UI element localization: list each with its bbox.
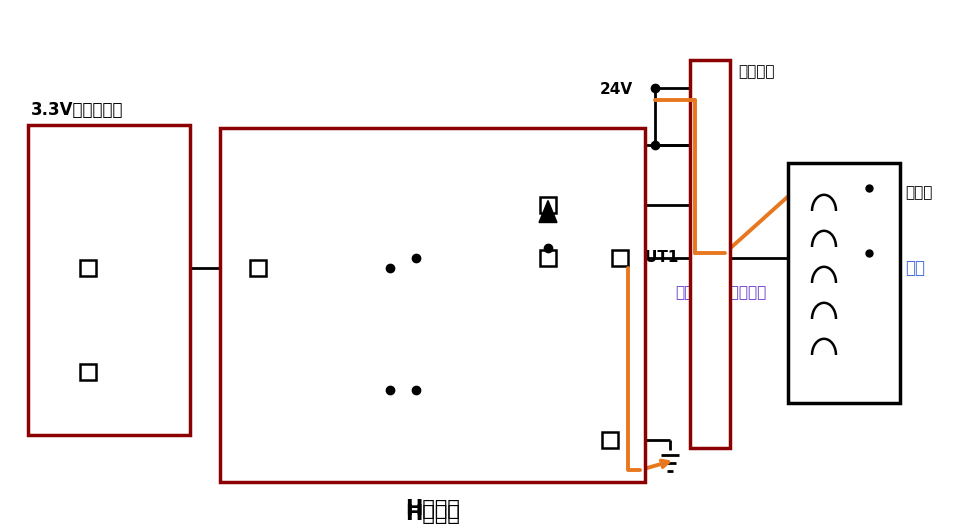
Text: GND: GND	[596, 419, 625, 433]
Text: リレー: リレー	[905, 186, 932, 200]
Text: GND: GND	[73, 351, 102, 364]
Text: 3V H/L信号: 3V H/L信号	[68, 143, 124, 157]
Text: オン: オン	[905, 259, 925, 277]
Text: 3.3V系マイコン: 3.3V系マイコン	[31, 101, 123, 119]
Text: O1: O1	[518, 239, 536, 251]
Text: FET
オン: FET オン	[461, 278, 492, 311]
Bar	[250, 260, 266, 276]
Text: 24V: 24V	[600, 83, 633, 97]
Polygon shape	[539, 200, 557, 223]
Text: COM: COM	[507, 185, 536, 197]
Bar	[612, 250, 628, 266]
Bar	[540, 197, 556, 213]
Text: I 1: I 1	[250, 248, 266, 260]
Bar	[28, 125, 190, 435]
Bar	[602, 432, 618, 448]
Bar	[540, 250, 556, 266]
Bar	[80, 364, 96, 380]
Text: TBD62083A: TBD62083A	[300, 134, 418, 152]
Text: H信号: H信号	[76, 168, 107, 183]
Text: OUT1: OUT1	[632, 251, 678, 266]
Bar	[788, 163, 900, 403]
Text: OUT: OUT	[76, 248, 103, 260]
Text: H出力時: H出力時	[405, 504, 460, 524]
Bar	[220, 128, 645, 482]
Text: リレーに電流が流れる: リレーに電流が流れる	[675, 286, 766, 300]
Text: H出力時: H出力時	[405, 499, 460, 519]
Bar	[80, 260, 96, 276]
Text: コネクタ: コネクタ	[738, 65, 774, 79]
Bar	[690, 60, 730, 448]
Text: Nch
FET: Nch FET	[357, 289, 386, 319]
